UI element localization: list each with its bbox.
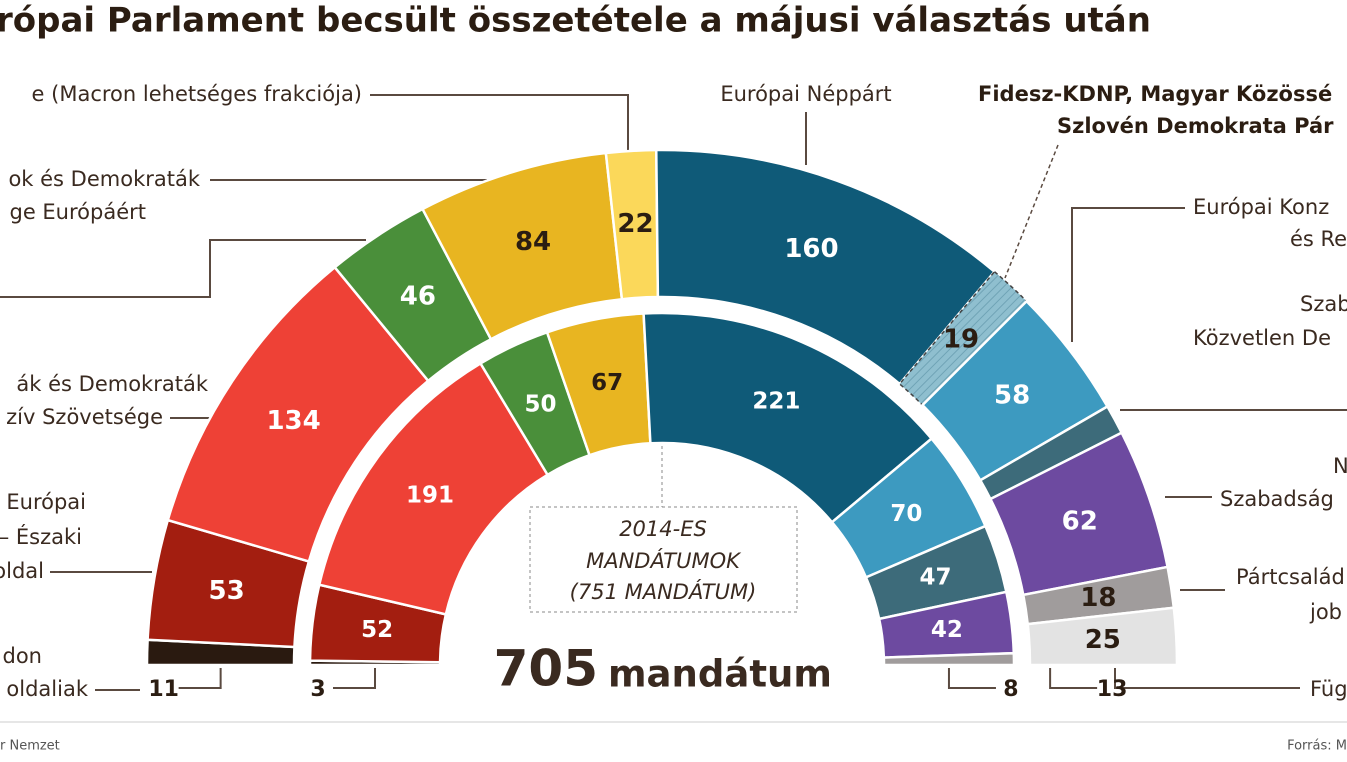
chart-title: rópai Parlament becsült összetétele a má…: [0, 1, 1151, 41]
annotation: ge Európáért: [9, 200, 146, 224]
annotation: ok és Demokraták: [8, 167, 200, 191]
annotation: ák és Demokraták: [16, 372, 208, 396]
annotation: Fidesz-KDNP, Magyar Közössé: [978, 82, 1332, 106]
value-label: 19: [943, 325, 979, 355]
value-label: 13: [1097, 677, 1128, 702]
footer-left: r Nemzet: [0, 739, 60, 754]
value-label: 62: [1062, 507, 1098, 537]
value-label: 191: [406, 483, 454, 509]
value-label: 58: [994, 381, 1030, 411]
value-label: 134: [266, 406, 320, 436]
annotation: zív Szövetsége: [6, 405, 163, 429]
annotation: Szabadság: [1220, 487, 1334, 511]
annotation: és Re: [1290, 227, 1347, 251]
annotation: job: [1309, 600, 1342, 624]
value-label: 70: [890, 501, 922, 527]
annotation: don: [3, 644, 43, 668]
seat-segment: [1026, 606, 1179, 667]
annotation: Szlovén Demokrata Pár: [1057, 114, 1334, 138]
value-label: 42: [931, 617, 963, 643]
annotation: Közvetlen De: [1193, 326, 1331, 350]
total: 705: [494, 640, 598, 698]
annotation: Európai Konz: [1193, 195, 1329, 219]
value-leader: [333, 668, 377, 689]
value-leader: [947, 668, 996, 689]
annotation: e (Macron lehetséges frakciója): [32, 82, 362, 106]
value-label: 46: [400, 282, 436, 312]
inner-caption: (751 MANDÁTUM): [570, 579, 757, 604]
value-label: 25: [1085, 625, 1121, 655]
seat-segment: [654, 148, 997, 386]
inner-caption: 2014-ES: [619, 517, 707, 541]
annotation: Pártcsalád: [1236, 565, 1345, 589]
seat-segment: [882, 651, 1016, 667]
annotation: – Északi: [0, 524, 82, 549]
value-label: 8: [1003, 677, 1018, 702]
value-leader: [178, 668, 222, 689]
value-label: 22: [617, 209, 653, 239]
annotation: oldaliak: [6, 677, 88, 701]
annotation: N: [1333, 454, 1347, 478]
value-label: 3: [310, 677, 325, 702]
annotation: Füg: [1310, 677, 1347, 701]
value-label: 84: [515, 227, 551, 257]
footer-right: Forrás: M: [1287, 739, 1347, 754]
value-leader: [1049, 668, 1098, 689]
value-label: 11: [148, 677, 179, 702]
annotation: Európai: [6, 490, 86, 514]
annotation: Európai Néppárt: [720, 82, 891, 106]
value-label: 52: [361, 617, 393, 643]
annotation: Szab: [1300, 292, 1347, 316]
value-label: 18: [1080, 583, 1116, 613]
value-label: 47: [920, 565, 952, 591]
total-label: mandátum: [608, 653, 832, 696]
caption-box: [529, 506, 798, 613]
leader-lines: [0, 94, 1347, 691]
value-label: 53: [209, 576, 245, 606]
inner-caption: MANDÁTUMOK: [586, 548, 742, 573]
annotation: oldal: [0, 559, 44, 583]
value-label: 67: [591, 370, 623, 396]
value-label: 221: [752, 388, 800, 414]
value-label: 50: [524, 391, 556, 417]
value-label: 160: [784, 234, 838, 264]
